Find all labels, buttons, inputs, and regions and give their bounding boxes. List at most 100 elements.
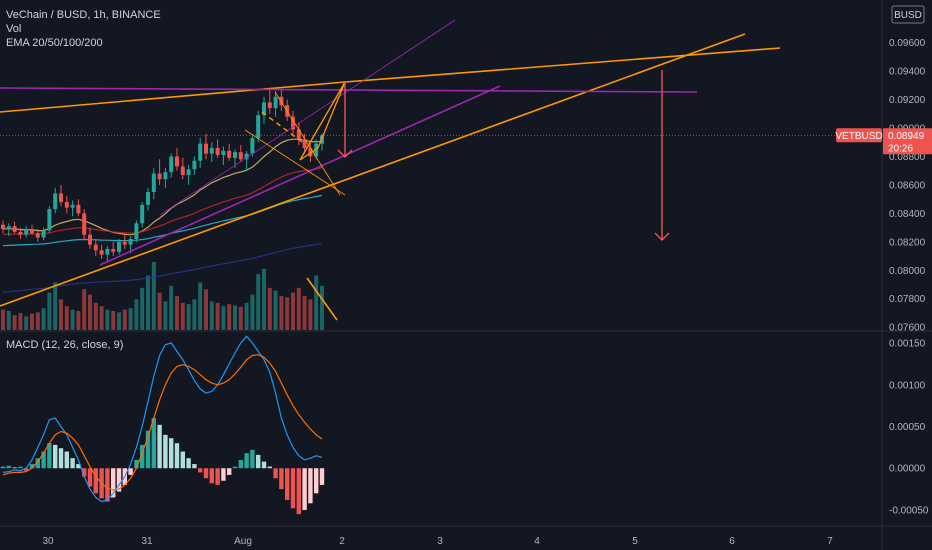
candle	[157, 159, 162, 185]
candle	[70, 200, 75, 217]
volume-bar	[198, 282, 203, 330]
macd-axis-tick: -0.00050	[889, 505, 929, 516]
volume-bar	[256, 274, 261, 330]
price-badge-value: 0.08949	[888, 131, 925, 142]
volume-trendline	[306, 277, 338, 321]
volume-bar	[169, 285, 174, 330]
ema-50-line	[2, 167, 323, 236]
volume-bar	[215, 302, 220, 330]
candle	[163, 167, 168, 188]
macd-histogram-bar	[192, 464, 197, 469]
volume-bar	[250, 294, 255, 330]
candle-body	[250, 137, 255, 154]
volume-bar	[175, 296, 179, 330]
time-axis-tick: 7	[827, 536, 833, 547]
candle-body	[59, 193, 63, 202]
macd-histogram-bar	[256, 454, 261, 469]
target-arrow-large	[654, 70, 670, 241]
time-axis-tick: 4	[534, 536, 540, 547]
macd-histogram-bar	[302, 468, 307, 510]
candle	[30, 224, 34, 235]
candle-body	[134, 223, 139, 239]
ema-200-line	[2, 242, 323, 293]
macd-histogram-bar	[111, 468, 116, 498]
candle-body	[128, 238, 133, 245]
macd-histogram-bar	[169, 438, 174, 469]
macd-histogram-bar	[209, 468, 214, 484]
candle-body	[314, 143, 319, 157]
candle	[64, 196, 69, 214]
price-axis-tick: 0.09400	[889, 67, 926, 78]
macd-histogram-bar	[29, 464, 35, 469]
volume-bar	[157, 292, 162, 330]
macd-histogram-bar	[58, 448, 64, 469]
arrow-head	[654, 232, 670, 241]
macd-histogram-bar	[41, 451, 46, 469]
candle	[215, 139, 220, 158]
macd-axis-tick: 0.00150	[889, 339, 926, 350]
macd-histogram-bar	[174, 443, 180, 469]
candle-body	[99, 250, 104, 255]
macd-histogram-bar	[296, 468, 301, 515]
volume-bar	[244, 302, 249, 330]
volume-bar	[18, 313, 23, 330]
macd-histogram-bar	[82, 468, 87, 477]
candle	[186, 165, 191, 185]
macd-legend: MACD (12, 26, close, 9)	[6, 338, 123, 352]
candle-body	[273, 96, 278, 109]
candle-body	[267, 102, 272, 109]
volume-bar	[59, 299, 63, 330]
volume-bar	[76, 310, 81, 330]
candle-body	[18, 231, 23, 235]
candle	[6, 223, 11, 237]
trendline-magenta-channel	[99, 85, 501, 266]
macd-histogram-bar	[76, 464, 81, 469]
signal-line	[2, 354, 323, 491]
volume-bar	[238, 306, 243, 330]
price-axis-tick: 0.08600	[889, 180, 926, 191]
volume-bar	[285, 297, 290, 330]
macd-histogram-bar	[267, 466, 272, 469]
candle-body	[302, 139, 307, 148]
volume-bar	[53, 282, 58, 330]
candle-body	[6, 226, 11, 230]
candle	[256, 110, 261, 143]
candle-body	[244, 153, 249, 160]
candle-body	[279, 96, 284, 106]
volume-bar	[41, 308, 46, 330]
volume-bar	[209, 301, 214, 330]
candle	[134, 220, 139, 242]
candle-body	[163, 172, 168, 180]
candle-body	[296, 129, 301, 140]
candle	[267, 88, 272, 114]
trendline-wedge-a	[244, 129, 346, 196]
macd-histogram-bar	[18, 466, 23, 469]
macd-histogram-bar	[157, 424, 162, 469]
candle-body	[105, 248, 110, 255]
candle	[12, 221, 17, 234]
candle	[35, 229, 40, 242]
currency-badge-label: BUSD	[894, 10, 922, 21]
candle	[285, 99, 290, 121]
candle-body	[157, 173, 162, 180]
macd-axis-tick: 0.00050	[889, 422, 926, 433]
trendline-magenta-thin	[159, 19, 456, 216]
candle	[146, 187, 150, 211]
symbol-badge-label: VETBUSD	[835, 131, 882, 142]
macd-histogram-bar	[186, 458, 191, 469]
macd-histogram-bar	[105, 468, 110, 502]
candle	[140, 201, 145, 228]
candle	[41, 227, 46, 241]
volume-bar	[267, 287, 272, 330]
volume-bar	[296, 287, 301, 330]
candle-body	[227, 150, 232, 158]
candle-body	[35, 233, 40, 238]
candle	[209, 142, 214, 163]
time-axis-tick: 5	[632, 536, 638, 547]
candle-body	[221, 150, 226, 156]
arrow-head	[337, 149, 353, 158]
candle	[18, 227, 23, 239]
volume-bar	[105, 309, 110, 330]
